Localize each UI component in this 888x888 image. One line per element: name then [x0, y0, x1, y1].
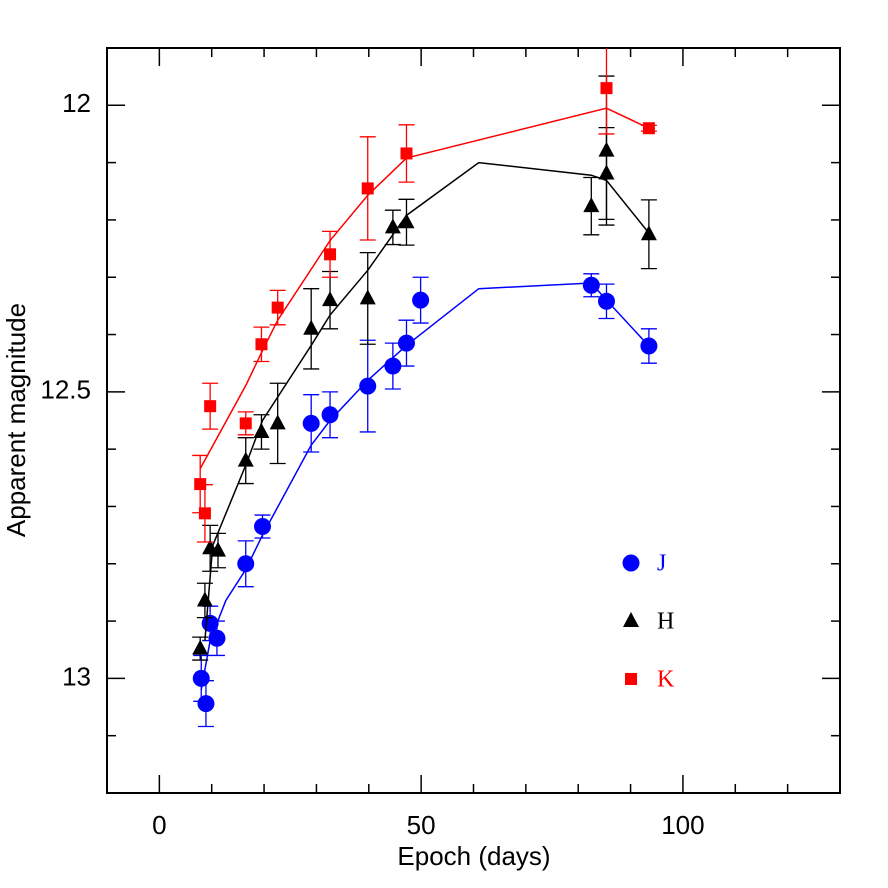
y-tick-label: 12.5 — [40, 375, 91, 405]
x-axis-label: Epoch (days) — [397, 841, 550, 871]
data-point — [640, 337, 658, 355]
data-point — [642, 122, 655, 135]
data-point — [397, 334, 415, 352]
data-point — [598, 141, 615, 157]
data-point — [239, 417, 252, 430]
data-point — [640, 225, 657, 241]
data-point — [209, 541, 226, 557]
data-point — [600, 82, 613, 95]
data-point — [253, 422, 270, 438]
data-point — [192, 669, 210, 687]
data-point — [359, 377, 377, 395]
data-point — [412, 291, 430, 309]
data-point — [255, 338, 268, 351]
plot-frame — [106, 47, 841, 794]
data-point — [303, 319, 320, 335]
plot-area — [192, 48, 658, 728]
legend-marker — [623, 612, 639, 627]
data-point — [324, 248, 337, 261]
x-tick-label: 100 — [661, 810, 704, 840]
data-point — [269, 414, 286, 430]
y-tick-label: 12 — [62, 88, 91, 118]
data-point — [361, 182, 374, 195]
data-point — [237, 451, 254, 467]
x-tick-label: 0 — [152, 810, 166, 840]
data-point — [384, 357, 402, 375]
data-point — [597, 292, 615, 310]
model-line — [204, 161, 650, 641]
legend-label: J — [657, 551, 666, 577]
data-point — [237, 555, 255, 573]
data-point — [208, 629, 226, 647]
data-point — [198, 507, 211, 520]
data-point — [322, 291, 339, 307]
data-point — [271, 301, 284, 314]
y-tick-label: 13 — [62, 661, 91, 691]
data-point — [197, 695, 215, 713]
data-point — [302, 414, 320, 432]
model-line — [200, 282, 650, 690]
data-point — [204, 400, 217, 413]
legend-label: K — [657, 667, 675, 693]
legend-label: H — [657, 609, 674, 635]
data-point — [192, 639, 209, 655]
data-point — [400, 147, 413, 160]
data-point — [398, 213, 415, 229]
data-point — [359, 289, 376, 305]
data-point — [384, 218, 401, 234]
data-point — [196, 591, 213, 607]
x-tick-label: 50 — [407, 810, 436, 840]
data-point — [582, 276, 600, 294]
legend-marker — [622, 554, 640, 572]
y-axis-label: Apparent magnitude — [1, 303, 31, 537]
data-point — [321, 406, 339, 424]
data-point — [254, 518, 272, 536]
legend-marker — [625, 673, 637, 685]
data-point — [583, 197, 600, 213]
